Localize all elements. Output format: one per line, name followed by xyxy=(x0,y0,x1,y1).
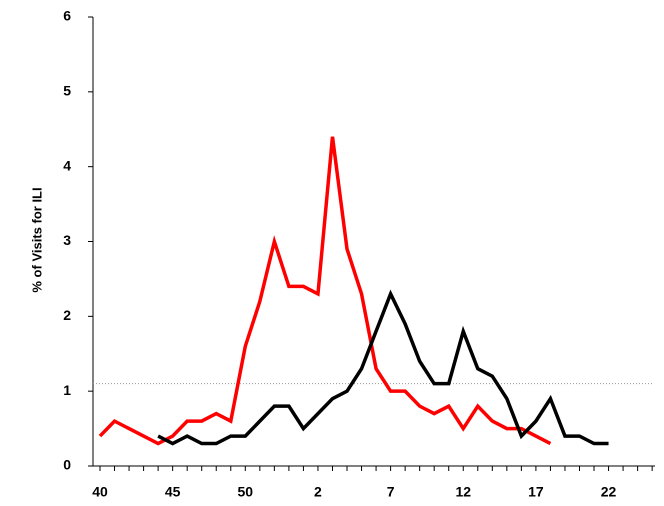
y-tick-label: 2 xyxy=(63,307,71,323)
y-tick-label: 6 xyxy=(63,8,71,24)
y-axis-label: % of Visits for ILI xyxy=(29,187,44,292)
y-tick-label: 4 xyxy=(63,157,71,173)
x-tick-label: 45 xyxy=(165,484,181,500)
series-line xyxy=(98,136,552,446)
x-tick-label: 40 xyxy=(92,484,108,500)
x-tick-label: 7 xyxy=(387,484,395,500)
y-tick-label: 3 xyxy=(63,232,71,248)
x-tick-label: 50 xyxy=(238,484,254,500)
x-tick-label: 17 xyxy=(528,484,544,500)
y-tick-label: 5 xyxy=(63,83,71,99)
x-tick-label: 2 xyxy=(314,484,322,500)
y-tick-label: 1 xyxy=(63,382,71,398)
y-tick-label: 0 xyxy=(63,457,71,473)
x-tick-label: 12 xyxy=(455,484,471,500)
x-tick-label: 22 xyxy=(601,484,617,500)
series-line xyxy=(157,289,609,446)
